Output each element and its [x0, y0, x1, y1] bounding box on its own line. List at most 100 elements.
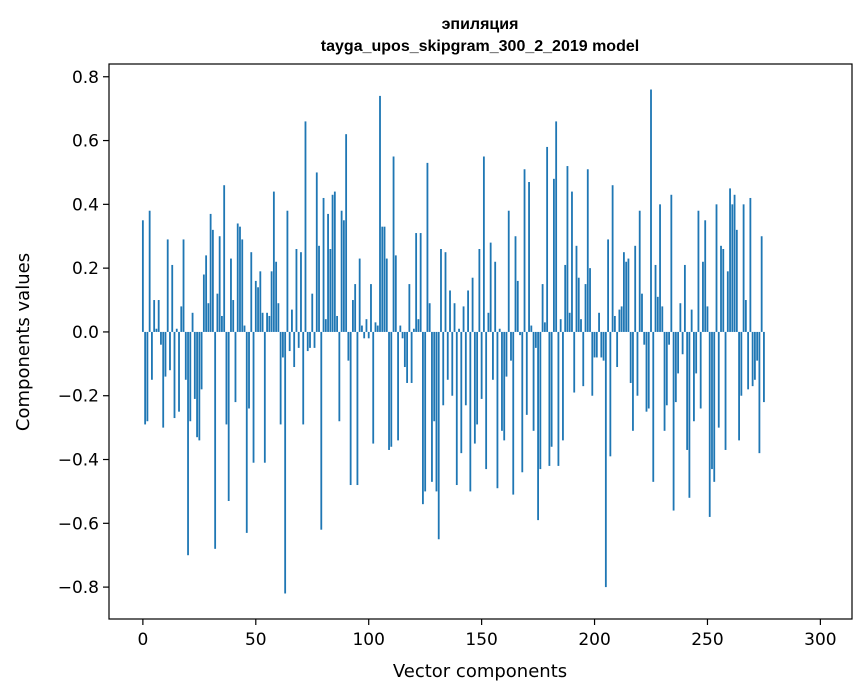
- bar: [160, 331, 162, 345]
- bar: [449, 290, 451, 332]
- bar: [528, 182, 530, 332]
- bar: [487, 312, 490, 332]
- bar: [467, 290, 469, 332]
- bar: [153, 300, 156, 332]
- bar: [300, 252, 302, 332]
- bar: [446, 331, 449, 380]
- bar: [241, 239, 244, 332]
- bar: [315, 172, 318, 332]
- bar: [600, 331, 603, 358]
- bar: [609, 331, 612, 457]
- bar: [370, 284, 372, 332]
- bar: [616, 331, 619, 368]
- bar: [320, 331, 323, 530]
- bar: [501, 331, 503, 431]
- bar: [690, 309, 693, 332]
- bar: [591, 331, 594, 396]
- bar: [744, 300, 747, 332]
- bar: [415, 233, 418, 332]
- bar: [575, 245, 578, 332]
- bar: [392, 156, 395, 332]
- bar: [607, 239, 609, 332]
- x-tick-label: 0: [137, 630, 148, 650]
- x-tick-label: 100: [352, 630, 384, 650]
- bar: [379, 95, 381, 332]
- bar: [708, 331, 711, 517]
- bar: [510, 331, 512, 361]
- bar: [361, 325, 363, 332]
- bar: [356, 331, 359, 486]
- bar: [735, 229, 738, 332]
- bar: [239, 226, 241, 332]
- bar: [151, 331, 153, 380]
- chart-title: эпиляция: [442, 16, 519, 33]
- bar: [272, 191, 275, 332]
- bar: [659, 204, 661, 332]
- bar: [442, 331, 445, 406]
- bar: [333, 191, 336, 332]
- bar: [763, 331, 765, 403]
- bar: [460, 331, 463, 454]
- bar: [435, 331, 438, 492]
- bar: [451, 331, 454, 396]
- bar: [374, 322, 377, 332]
- bar: [751, 331, 754, 387]
- bar: [552, 178, 555, 332]
- bar: [464, 331, 467, 406]
- bar: [480, 331, 483, 399]
- bars-group: [141, 89, 765, 594]
- x-tick-label: 150: [465, 630, 497, 650]
- bar: [221, 315, 223, 332]
- bar: [704, 220, 707, 332]
- bar: [665, 331, 668, 406]
- bar: [281, 331, 284, 358]
- bar: [760, 236, 763, 332]
- bar: [489, 242, 492, 332]
- bar: [318, 245, 320, 332]
- y-axis-ticks: −0.8 −0.6 −0.4 −0.2 0.0 0.2 0.4 0.6 0.8: [58, 68, 109, 598]
- bar: [248, 331, 250, 409]
- y-tick-label: 0.8: [72, 68, 99, 88]
- bar: [175, 328, 178, 332]
- bar: [205, 255, 208, 332]
- bar: [711, 331, 713, 470]
- bar: [367, 331, 370, 339]
- bar: [345, 134, 348, 332]
- y-tick-label: 0.4: [72, 195, 99, 215]
- bar: [433, 331, 436, 422]
- bar: [347, 331, 350, 361]
- bar: [230, 258, 232, 332]
- bar: [399, 325, 402, 332]
- bar: [641, 293, 643, 332]
- bar: [726, 271, 729, 332]
- bar: [469, 331, 472, 492]
- bar: [519, 331, 521, 336]
- bar: [496, 331, 499, 489]
- y-tick-label: 0.2: [72, 259, 99, 279]
- bar: [568, 312, 571, 332]
- bar: [670, 194, 673, 332]
- bar: [437, 331, 440, 540]
- bar: [548, 331, 551, 466]
- bar: [697, 210, 700, 332]
- bar: [254, 280, 257, 332]
- bar: [620, 306, 623, 332]
- bar: [428, 303, 431, 332]
- bar: [674, 331, 677, 403]
- bar: [390, 331, 393, 447]
- bar: [403, 331, 406, 368]
- bar: [720, 245, 722, 332]
- bar: [523, 169, 526, 332]
- bar: [259, 271, 262, 332]
- bar: [311, 293, 314, 332]
- bar: [530, 325, 533, 332]
- bar: [363, 331, 366, 339]
- bar: [699, 331, 702, 409]
- bar: [562, 331, 564, 441]
- bar: [742, 204, 745, 332]
- bar: [541, 284, 544, 332]
- y-tick-label: −0.2: [58, 387, 99, 407]
- bar: [297, 331, 300, 348]
- bar: [618, 309, 621, 332]
